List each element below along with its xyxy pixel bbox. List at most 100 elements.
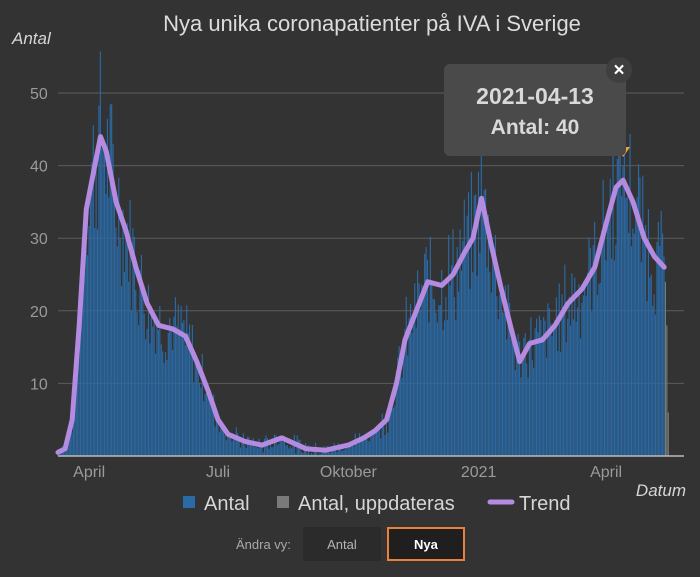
close-icon[interactable]: × xyxy=(613,60,624,81)
bar xyxy=(128,281,130,456)
bar xyxy=(251,442,253,456)
tooltip-close-button[interactable]: × xyxy=(606,57,632,83)
x-tick-labels: April Juli Oktober 2021 April xyxy=(73,464,622,481)
bar xyxy=(361,435,363,456)
y-tick-label: 40 xyxy=(30,159,48,176)
bar xyxy=(92,125,94,457)
bar xyxy=(657,221,659,456)
bar xyxy=(646,301,648,456)
bar xyxy=(213,394,215,456)
bar xyxy=(533,367,535,456)
bar xyxy=(468,192,470,456)
bar xyxy=(166,359,168,456)
bar xyxy=(578,284,580,456)
bar xyxy=(623,116,625,456)
bar xyxy=(282,441,284,456)
bar xyxy=(231,441,233,456)
bar xyxy=(548,308,550,456)
bar xyxy=(554,319,556,456)
bar xyxy=(418,283,420,456)
bar xyxy=(565,342,567,456)
x-tick-label: April xyxy=(73,464,105,481)
legend-item-antal-uppdateras[interactable]: Antal, uppdateras xyxy=(277,493,455,515)
bar xyxy=(660,210,662,456)
bar xyxy=(545,357,548,456)
bar-pending xyxy=(667,412,669,456)
bar xyxy=(275,435,277,456)
bar xyxy=(193,382,195,456)
bar xyxy=(492,252,494,456)
legend-item-antal[interactable]: Antal xyxy=(183,493,250,515)
x-tick-label: Juli xyxy=(206,464,230,481)
bar xyxy=(77,347,79,456)
bar xyxy=(613,260,616,456)
bar xyxy=(513,337,515,456)
view-button-antal[interactable]: Antal xyxy=(302,527,381,561)
bar xyxy=(62,450,65,456)
bar xyxy=(443,320,446,456)
bar xyxy=(152,326,154,456)
bar xyxy=(82,250,84,456)
bar xyxy=(540,320,542,456)
bar xyxy=(85,230,87,456)
bar xyxy=(470,171,472,456)
bar xyxy=(574,277,576,456)
bar xyxy=(531,360,533,456)
bar xyxy=(324,450,327,456)
bar xyxy=(598,283,600,456)
bar xyxy=(358,433,361,456)
bar xyxy=(183,319,185,456)
bar xyxy=(402,341,404,456)
bar xyxy=(98,105,100,457)
bar xyxy=(196,357,198,456)
view-button-nya[interactable]: Nya xyxy=(386,527,465,561)
bar xyxy=(632,228,634,456)
bar xyxy=(160,344,162,456)
bar xyxy=(599,282,601,456)
bar xyxy=(204,393,206,456)
bar xyxy=(138,325,140,456)
bar xyxy=(496,296,498,456)
bar xyxy=(493,249,495,456)
bar xyxy=(121,286,123,456)
legend-item-trend[interactable]: Trend xyxy=(487,493,571,515)
bar xyxy=(70,424,72,456)
bar xyxy=(147,284,150,456)
bar xyxy=(264,438,266,456)
bar xyxy=(201,353,203,456)
bar xyxy=(586,272,589,456)
bar xyxy=(269,440,271,456)
bar xyxy=(551,336,553,456)
x-axis-label: Datum xyxy=(636,481,686,500)
bar xyxy=(255,442,257,456)
bar xyxy=(526,363,528,456)
bar xyxy=(286,444,288,456)
bar xyxy=(448,235,450,456)
bar xyxy=(482,206,484,456)
bar xyxy=(640,262,642,456)
bar xyxy=(449,285,451,456)
bar xyxy=(237,433,239,456)
close-icon-bg[interactable] xyxy=(606,57,632,83)
bar xyxy=(431,285,433,456)
bar xyxy=(643,234,645,456)
bar xyxy=(663,256,665,456)
bar xyxy=(68,433,70,456)
bar xyxy=(350,442,352,456)
y-tick-label: 20 xyxy=(30,304,48,321)
bar xyxy=(414,283,416,456)
bar xyxy=(400,356,402,456)
bar xyxy=(130,311,133,456)
bar xyxy=(374,427,376,456)
bar xyxy=(65,447,67,456)
bar xyxy=(189,324,191,456)
bar xyxy=(220,428,222,456)
bar xyxy=(499,294,501,456)
bar xyxy=(91,162,93,456)
bar xyxy=(503,313,505,456)
bar xyxy=(510,339,512,456)
y-tick-label: 10 xyxy=(30,376,48,393)
bar xyxy=(398,346,400,456)
bar xyxy=(177,304,179,456)
bar xyxy=(366,435,368,456)
